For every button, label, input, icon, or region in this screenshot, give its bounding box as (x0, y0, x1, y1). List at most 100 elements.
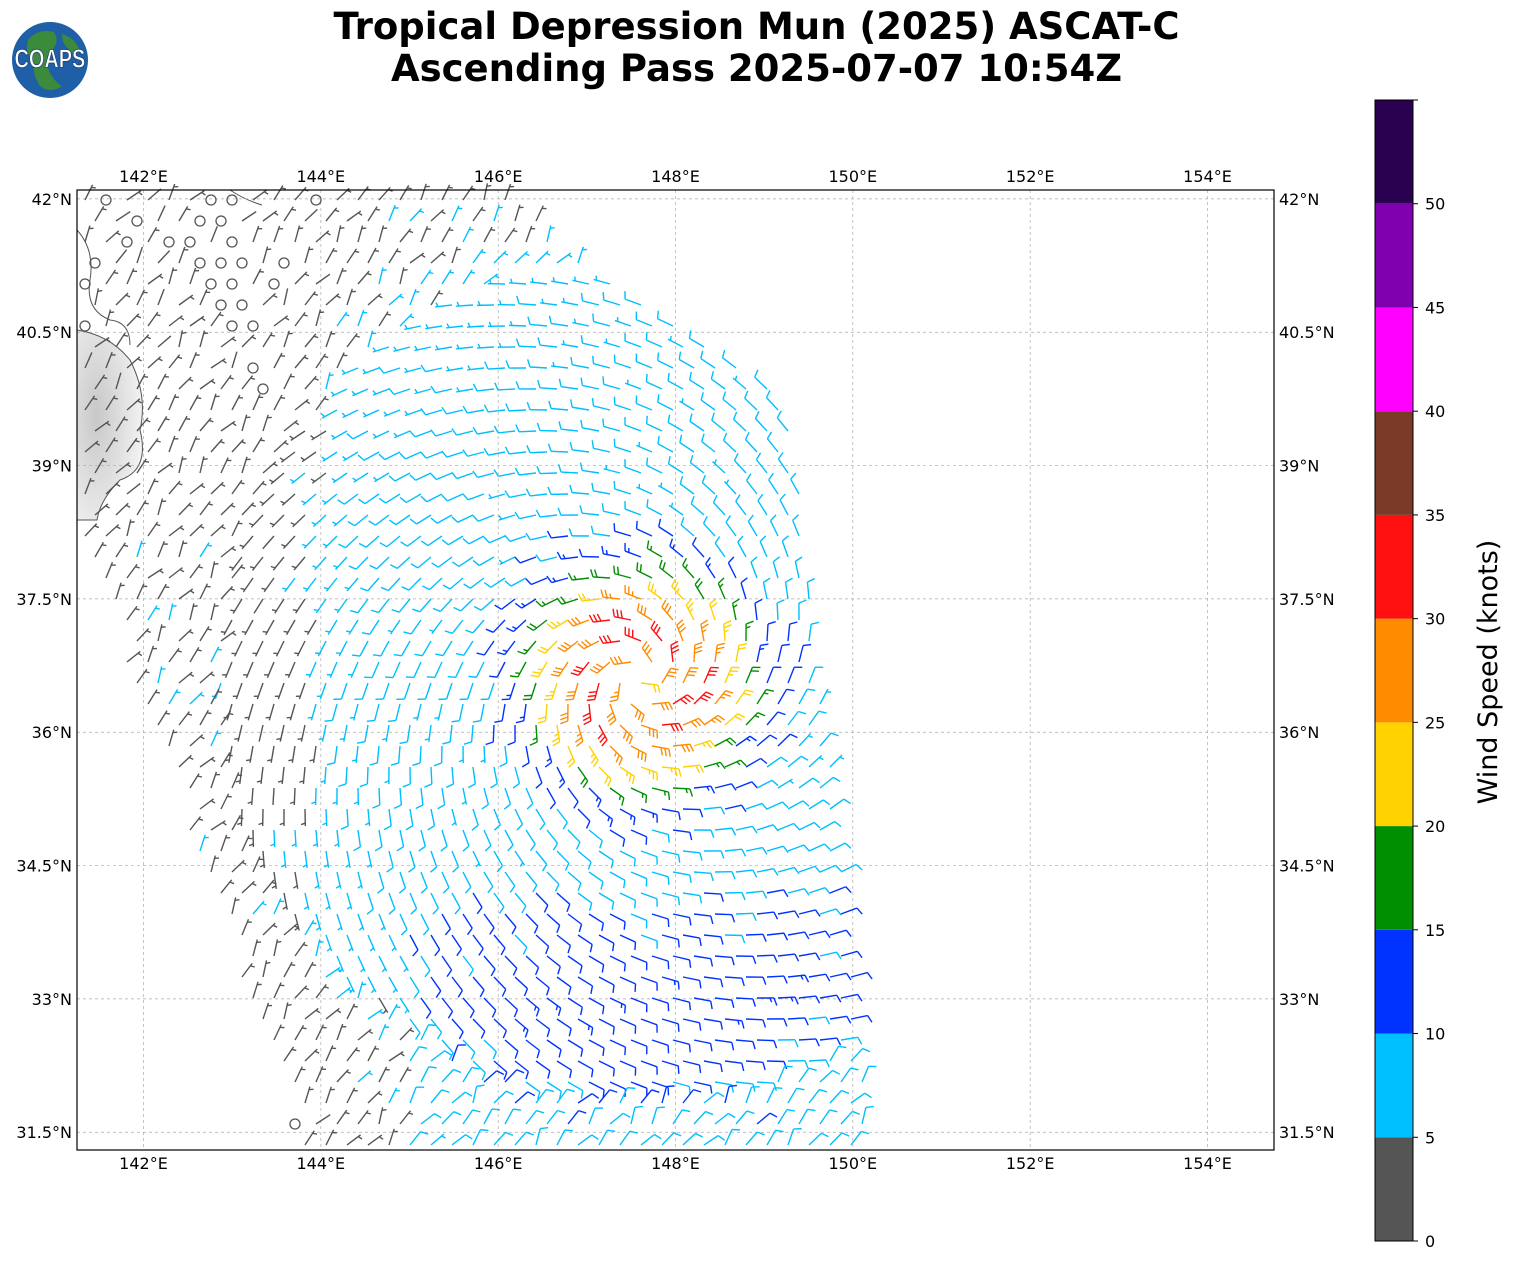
wind-barb (126, 563, 140, 579)
calm-circle (226, 320, 238, 332)
wind-barb (210, 438, 225, 453)
wind-barb (384, 766, 390, 785)
wind-barb (504, 534, 527, 543)
wind-barb (472, 514, 495, 522)
wind-barb (115, 211, 131, 222)
wind-barb (526, 401, 548, 411)
colorbar-tick-label: 30 (1425, 610, 1445, 629)
wind-barb (547, 486, 569, 496)
calm-circle (89, 257, 101, 269)
wind-barb (389, 514, 411, 526)
wind-barb (115, 542, 129, 558)
wind-barb (403, 619, 422, 635)
wind-barb (231, 351, 238, 369)
wind-barb (199, 330, 209, 348)
wind-barb (530, 661, 548, 678)
wind-barb (220, 545, 237, 558)
wind-barb (548, 400, 569, 411)
wind-barb (253, 598, 264, 614)
wind-barb (304, 246, 314, 264)
wind-barb (424, 724, 432, 742)
wind-barb (546, 530, 569, 539)
wind-barb (700, 392, 716, 411)
wind-barb (307, 703, 317, 721)
wind-barb (262, 535, 275, 550)
wind-barb (372, 640, 390, 657)
wind-barb (283, 206, 297, 222)
wind-barb (372, 430, 390, 439)
wind-barb (703, 666, 719, 684)
wind-barb (252, 640, 264, 657)
wind-barb (759, 535, 768, 558)
wind-barb (487, 279, 506, 285)
wind-barb (567, 616, 590, 627)
wind-barb (252, 394, 264, 411)
wind-barb (333, 556, 348, 570)
wind-barb (105, 269, 119, 285)
calm-circle (278, 257, 290, 269)
wind-barb (497, 300, 516, 306)
wind-barb (178, 456, 187, 474)
wind-barb (383, 409, 401, 417)
wind-barb (688, 371, 705, 390)
wind-barb (372, 472, 390, 483)
wind-barb (572, 318, 590, 327)
wind-barb (515, 703, 527, 724)
wind-barb (325, 247, 338, 264)
wind-barb (588, 613, 611, 623)
wind-barb (286, 703, 296, 721)
wind-barb (320, 766, 327, 785)
wind-barb (509, 661, 527, 678)
wind-barb (336, 267, 347, 285)
wind-barb (115, 461, 132, 474)
wind-barb (357, 309, 368, 327)
wind-barb (613, 354, 632, 369)
wind-barb (231, 520, 243, 537)
wind-barb (493, 469, 516, 477)
title-line-2: Ascending Pass 2025-07-07 10:54Z (390, 47, 1123, 90)
wind-barb (658, 559, 674, 579)
wind-barb (325, 372, 334, 390)
wind-barb (614, 317, 632, 327)
wind-barb (261, 577, 275, 593)
calm-circle (215, 215, 227, 227)
wind-barb (264, 661, 275, 678)
wind-barb (766, 620, 776, 642)
wind-barb (656, 310, 674, 327)
wind-barb (330, 388, 348, 397)
wind-barb (636, 562, 653, 579)
wind-barb (505, 403, 527, 412)
wind-barb (724, 666, 740, 684)
wind-barb (558, 421, 579, 432)
wind-barb (435, 345, 453, 351)
wind-barb (505, 360, 527, 369)
wind-barb (624, 417, 642, 432)
wind-barb (370, 598, 390, 614)
wind-barb (336, 352, 348, 369)
wind-barb (288, 745, 296, 763)
wind-barb (603, 464, 621, 474)
wind-barb (262, 292, 278, 306)
wind-barb (489, 661, 506, 678)
wind-barb (493, 425, 516, 434)
wind-barb (441, 226, 454, 243)
wind-barb (526, 619, 548, 631)
wind-barb (105, 481, 121, 495)
wind-barb (220, 502, 236, 516)
calm-circle (236, 299, 248, 311)
wind-barb (446, 366, 464, 372)
wind-barb (472, 703, 485, 723)
wind-barb (199, 456, 208, 474)
wind-barb (476, 343, 495, 349)
wind-barb (387, 703, 401, 723)
wind-barb (429, 619, 443, 635)
wind-barb (709, 598, 718, 621)
wind-barb (283, 619, 296, 636)
wind-barb (369, 556, 390, 570)
wind-barb (239, 535, 254, 550)
wind-barb (199, 756, 216, 768)
wind-barb (441, 184, 453, 201)
wind-barb (354, 682, 369, 700)
wind-barb (591, 440, 611, 453)
wind-barb (311, 514, 327, 527)
